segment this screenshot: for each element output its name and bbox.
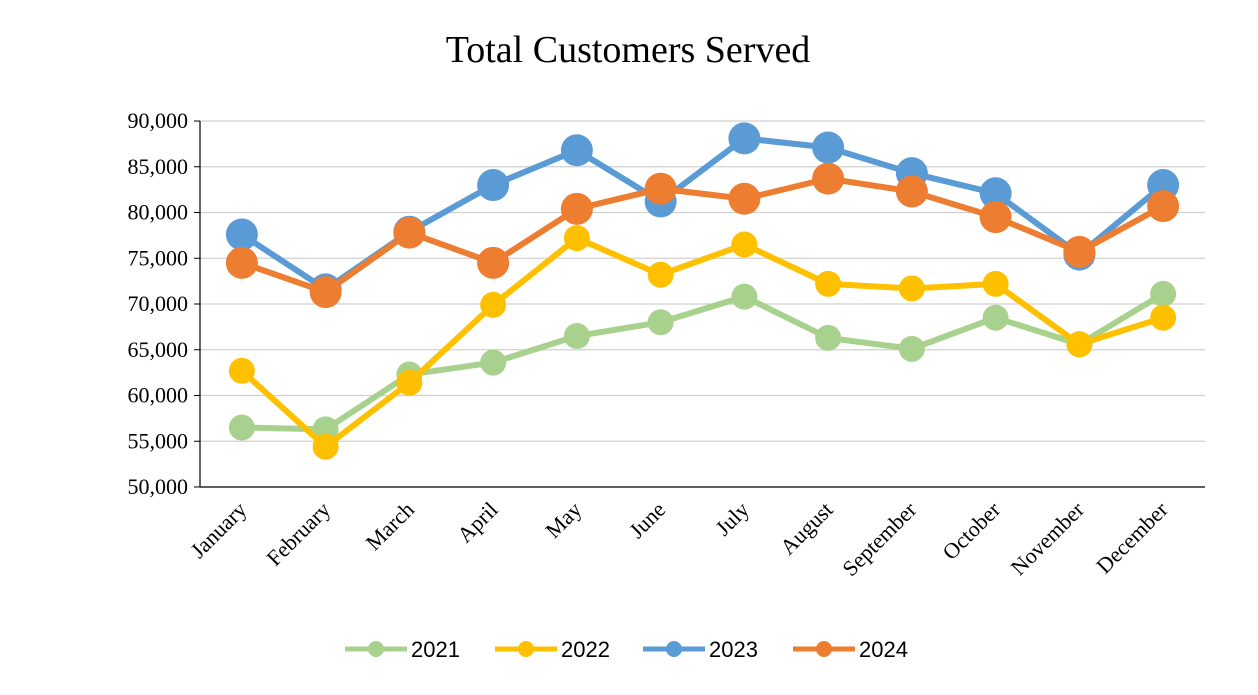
data-point (477, 169, 510, 202)
series-line (239, 235, 1165, 450)
y-axis-ticks: 50,000 55,000 60,000 65,000 70,000 75,000 80,0… (128, 108, 200, 499)
x-tick-label: June (624, 497, 670, 543)
data-point (1147, 190, 1180, 223)
series-line (241, 291, 1165, 433)
legend-item-2021[interactable]: 2021 (345, 637, 460, 662)
legend-label: 2022 (561, 637, 610, 662)
data-point (228, 357, 255, 384)
data-point (1150, 304, 1177, 331)
data-point (225, 218, 258, 251)
data-point (477, 246, 510, 279)
data-point (480, 291, 507, 318)
legend-label: 2024 (859, 637, 908, 662)
y-tick-label: 55,000 (128, 428, 189, 453)
legend-marker (666, 641, 682, 657)
data-point (815, 270, 842, 297)
data-point (563, 323, 590, 350)
y-tick-label: 60,000 (128, 383, 189, 408)
legend-marker (518, 641, 534, 657)
x-tick-label: November (1006, 496, 1090, 580)
data-point (728, 122, 761, 155)
series-2024 (225, 162, 1180, 309)
data-point (312, 433, 339, 460)
y-tick-label: 80,000 (128, 200, 189, 225)
data-point (647, 309, 674, 336)
x-tick-label: January (185, 497, 251, 563)
data-point (982, 304, 1009, 331)
chart-title: Total Customers Served (446, 29, 811, 71)
data-point (728, 182, 761, 215)
data-point (1150, 280, 1177, 307)
x-tick-label: September (837, 496, 922, 581)
x-tick-label: December (1091, 496, 1173, 578)
data-point (815, 324, 842, 351)
data-point (979, 177, 1012, 210)
y-tick-label: 90,000 (128, 108, 189, 133)
data-point (1063, 235, 1096, 268)
legend-marker (368, 641, 384, 657)
x-tick-label: February (261, 497, 335, 571)
legend-marker (816, 641, 832, 657)
y-tick-label: 50,000 (128, 474, 189, 499)
data-point (225, 246, 258, 279)
data-point (647, 261, 674, 288)
data-point (560, 134, 593, 167)
legend-item-2023[interactable]: 2023 (643, 637, 758, 662)
y-tick-label: 70,000 (128, 291, 189, 316)
legend-label: 2023 (709, 637, 758, 662)
data-point (812, 131, 845, 164)
data-point (644, 172, 677, 205)
data-point (480, 349, 507, 376)
legend-label: 2021 (411, 637, 460, 662)
data-point (731, 231, 758, 258)
legend[interactable]: 2021 2022 2023 2024 (345, 637, 908, 662)
data-point (563, 225, 590, 252)
x-axis-ticks: January February March April May June July Augu… (185, 496, 1173, 581)
x-tick-label: May (540, 497, 586, 543)
y-tick-label: 85,000 (128, 154, 189, 179)
x-tick-label: April (452, 497, 503, 548)
data-point (895, 175, 928, 208)
x-tick-label: October (937, 496, 1005, 564)
series-2021 (228, 280, 1177, 443)
data-point (393, 216, 426, 249)
data-point (560, 192, 593, 225)
data-point (898, 275, 925, 302)
data-point (812, 162, 845, 195)
legend-item-2024[interactable]: 2024 (793, 637, 908, 662)
series-2023 (225, 122, 1180, 306)
data-point (1066, 331, 1093, 358)
x-tick-label: July (710, 497, 754, 541)
series-group (225, 122, 1180, 460)
data-point (396, 369, 423, 396)
x-tick-label: August (775, 497, 838, 560)
series-line (240, 135, 1166, 293)
data-point (731, 283, 758, 310)
x-tick-label: March (361, 497, 419, 555)
data-point (228, 414, 255, 441)
data-point (898, 335, 925, 362)
series-line (240, 175, 1165, 296)
y-tick-label: 65,000 (128, 337, 189, 362)
legend-item-2022[interactable]: 2022 (495, 637, 610, 662)
data-point (309, 276, 342, 309)
y-tick-label: 75,000 (128, 245, 189, 270)
series-2022 (228, 225, 1177, 460)
data-point (982, 270, 1009, 297)
data-point (979, 201, 1012, 234)
